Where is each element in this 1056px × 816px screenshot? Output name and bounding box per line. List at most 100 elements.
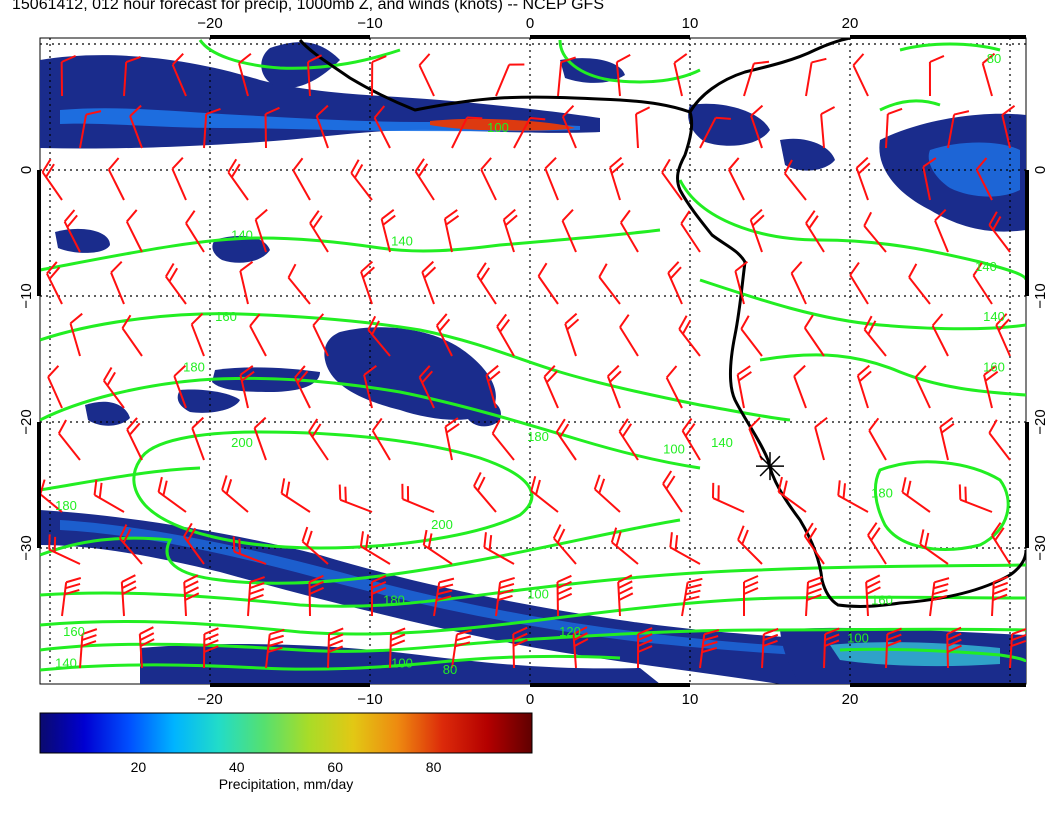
- wind-barb: [814, 416, 828, 461]
- wind-barb: [543, 365, 559, 409]
- wind-barb: [608, 156, 624, 201]
- wind-barb: [681, 577, 703, 617]
- wind-barb: [157, 476, 187, 513]
- lon-tick-label-bottom: −10: [357, 691, 382, 708]
- wind-barb: [41, 158, 63, 201]
- wind-barb: [619, 314, 639, 357]
- wind-barb: [239, 365, 255, 409]
- wind-barb: [171, 157, 187, 201]
- wind-barb: [238, 52, 252, 97]
- wind-barb: [421, 260, 437, 305]
- contour-line: [40, 518, 681, 585]
- contour-line: [40, 376, 701, 470]
- wind-barb: [121, 314, 143, 357]
- wind-barb: [699, 116, 731, 149]
- wind-barb: [749, 208, 765, 253]
- wind-barb: [495, 63, 525, 97]
- wind-barb: [102, 366, 125, 409]
- wind-barb: [60, 54, 77, 97]
- wind-barb: [422, 529, 453, 565]
- wind-barb: [287, 263, 311, 305]
- wind-barb: [247, 576, 265, 617]
- wind-barb: [991, 522, 1011, 565]
- wind-barb: [572, 626, 589, 669]
- wind-barb: [46, 261, 63, 305]
- wind-barb: [473, 472, 497, 513]
- wind-barb: [919, 529, 949, 565]
- wind-barb: [557, 56, 576, 97]
- contour-line: [40, 563, 1026, 608]
- wind-barb: [931, 313, 949, 357]
- map-title: 15061412, 012 hour forecast for precip, …: [12, 0, 604, 13]
- lat-tick-label-left: 0: [18, 166, 35, 174]
- wind-barb: [793, 364, 807, 409]
- wind-barb: [669, 532, 701, 565]
- lon-tick-label-bottom: −20: [197, 691, 222, 708]
- wind-barb: [852, 53, 869, 97]
- contour-line: [678, 179, 1026, 281]
- wind-barb: [908, 263, 931, 305]
- wind-barb: [512, 626, 528, 669]
- wind-barb: [678, 315, 701, 357]
- wind-barb: [401, 483, 435, 513]
- wind-barb: [530, 475, 559, 513]
- colorbar-tick-label: 80: [426, 759, 442, 775]
- contour-label: 140: [983, 309, 1005, 324]
- wind-barb: [981, 52, 996, 97]
- wind-barb: [988, 419, 1011, 461]
- contour-labels: 140 140 160 180 200 180 200 180 180 160 140 100 120 1…: [55, 51, 1005, 677]
- contour-label: 160: [983, 360, 1005, 375]
- lon-tick-label-top: 0: [526, 15, 534, 32]
- wind-barb: [451, 116, 483, 149]
- precip-blob-1: [324, 327, 496, 420]
- wind-barb: [805, 57, 827, 97]
- wind-barb: [294, 365, 311, 409]
- wind-barb: [544, 156, 559, 201]
- wind-barb: [934, 208, 949, 253]
- contour-label: 80: [443, 662, 457, 677]
- wind-barb: [790, 261, 807, 305]
- wind-barb: [360, 260, 375, 305]
- wind-barb: [928, 55, 945, 97]
- wind-barb: [315, 104, 329, 149]
- precip-africa-west: [688, 103, 770, 146]
- contour-line: [198, 39, 401, 70]
- contour-line: [873, 460, 1010, 551]
- wind-barb: [120, 574, 137, 617]
- colorbar-tick-label: 40: [229, 759, 245, 775]
- wind-barb: [418, 53, 435, 97]
- wind-barb: [485, 364, 501, 409]
- wind-barb: [414, 158, 435, 201]
- wind-barb: [254, 208, 268, 253]
- precip-south-band: [40, 510, 1026, 684]
- contour-label: 180: [55, 498, 77, 513]
- contour-line: [759, 353, 1026, 397]
- wind-barb: [743, 60, 770, 97]
- wind-barb: [734, 260, 749, 305]
- lat-tick-label-left: −20: [18, 409, 35, 434]
- contour-label: 100: [391, 656, 413, 671]
- wind-barb: [863, 211, 887, 253]
- wind-barb: [619, 209, 639, 253]
- lat-tick-label-right: −20: [1032, 409, 1049, 434]
- wind-barb: [947, 110, 970, 149]
- wind-barb: [823, 627, 840, 669]
- wind-barb: [750, 104, 764, 149]
- wind-barb: [171, 53, 187, 97]
- wind-barb: [946, 626, 962, 669]
- wind-barb: [371, 417, 391, 461]
- colorbar-tick-label: 20: [131, 759, 147, 775]
- wind-barb: [190, 312, 205, 357]
- wind-barb: [958, 484, 993, 513]
- contour-line: [699, 278, 1026, 331]
- wind-barb: [183, 574, 200, 617]
- precip-itcz-max: [430, 118, 575, 131]
- wind-barb: [173, 364, 187, 409]
- wind-barb: [433, 577, 455, 617]
- wind-barb: [537, 262, 559, 305]
- wind-barb: [363, 365, 377, 409]
- wind-barb: [221, 475, 249, 513]
- wind-barb: [863, 315, 887, 357]
- wind-barb: [606, 364, 622, 409]
